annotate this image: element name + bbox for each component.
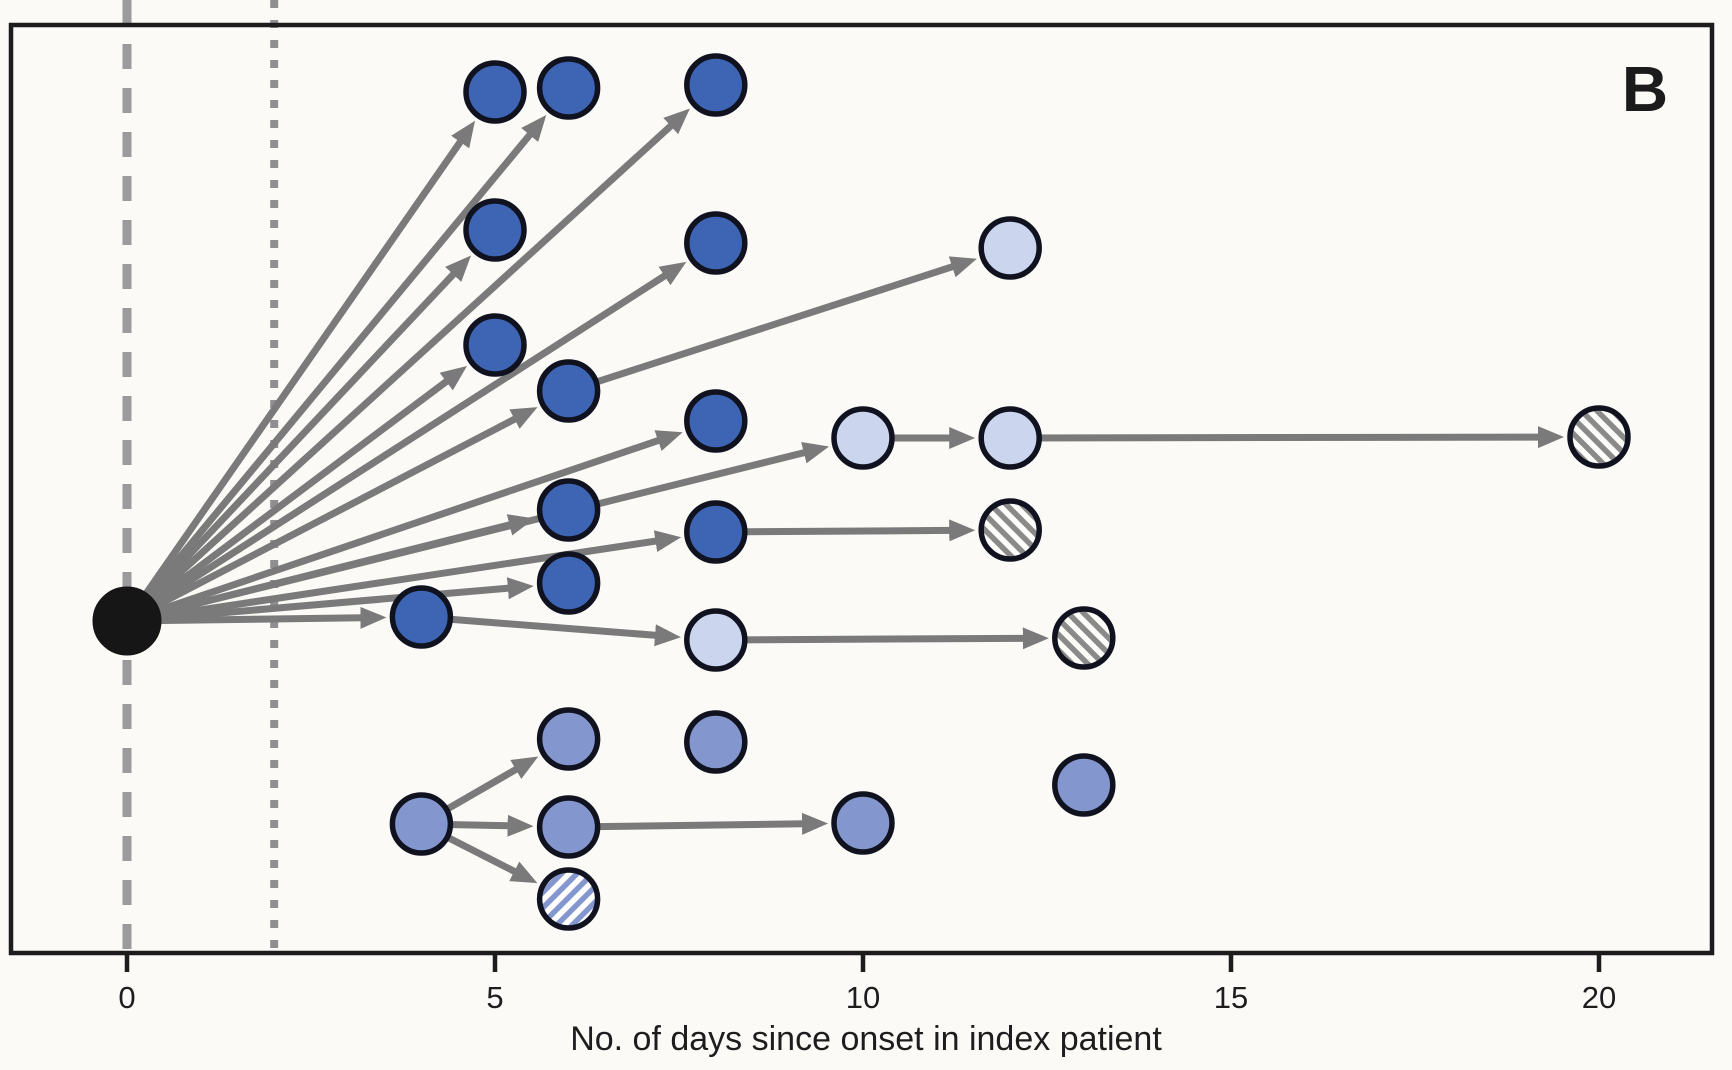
case-node-medium: [389, 792, 454, 856]
transmission-arrow: [568, 812, 829, 835]
transmission-arrow: [124, 120, 476, 623]
case-node-dark: [463, 60, 527, 124]
transmission-arrow: [1010, 426, 1565, 449]
x-tick-label: 10: [846, 980, 880, 1015]
case-node-light: [978, 406, 1042, 470]
transmission-arrow: [124, 114, 547, 624]
case-node-medium: [1052, 753, 1116, 817]
transmission-arrow: [715, 627, 1049, 650]
case-node-dark: [463, 198, 527, 262]
case-node-light: [831, 406, 895, 470]
case-node-dark: [536, 478, 601, 542]
index-case-node: [92, 586, 162, 656]
transmission-arrow: [125, 261, 687, 624]
case-node-dark: [536, 56, 601, 120]
case-node-dark: [536, 359, 601, 423]
x-tick-label: 5: [486, 980, 503, 1015]
case-node-hatched-gray: [1567, 405, 1631, 469]
x-tick-label: 0: [118, 980, 135, 1015]
transmission-arrow: [125, 430, 683, 625]
transmission-arrow: [125, 407, 538, 625]
transmission-arrow: [126, 577, 534, 625]
x-tick-label: 15: [1214, 980, 1248, 1015]
transmission-arrow: [124, 255, 472, 624]
case-node-hatched-blue: [536, 867, 601, 931]
case-node-dark: [536, 551, 601, 615]
case-node-hatched-gray: [978, 498, 1042, 562]
panel-label: B: [1621, 53, 1669, 125]
case-node-medium: [536, 795, 601, 859]
x-tick-label: 20: [1582, 980, 1616, 1015]
case-node-medium: [536, 707, 601, 771]
case-node-light: [978, 216, 1042, 280]
case-node-dark: [684, 500, 748, 564]
transmission-arrow: [124, 108, 690, 624]
transmission-arrow: [126, 514, 535, 625]
transmission-arrow: [715, 519, 976, 542]
case-node-medium: [831, 791, 895, 855]
case-node-hatched-gray: [1052, 606, 1116, 670]
case-node-light: [684, 608, 748, 672]
transmission-arrow: [421, 613, 681, 647]
case-node-dark: [684, 211, 748, 275]
case-node-dark: [463, 313, 527, 377]
case-node-dark: [389, 585, 454, 649]
case-node-dark: [684, 53, 748, 117]
transmission-arrow: [567, 256, 977, 395]
x-axis-title: No. of days since onset in index patient: [570, 1020, 1162, 1058]
case-node-dark: [684, 389, 748, 453]
case-node-medium: [684, 710, 748, 774]
transmission-arrow: [124, 365, 467, 624]
transmission-arrow: [126, 606, 387, 629]
